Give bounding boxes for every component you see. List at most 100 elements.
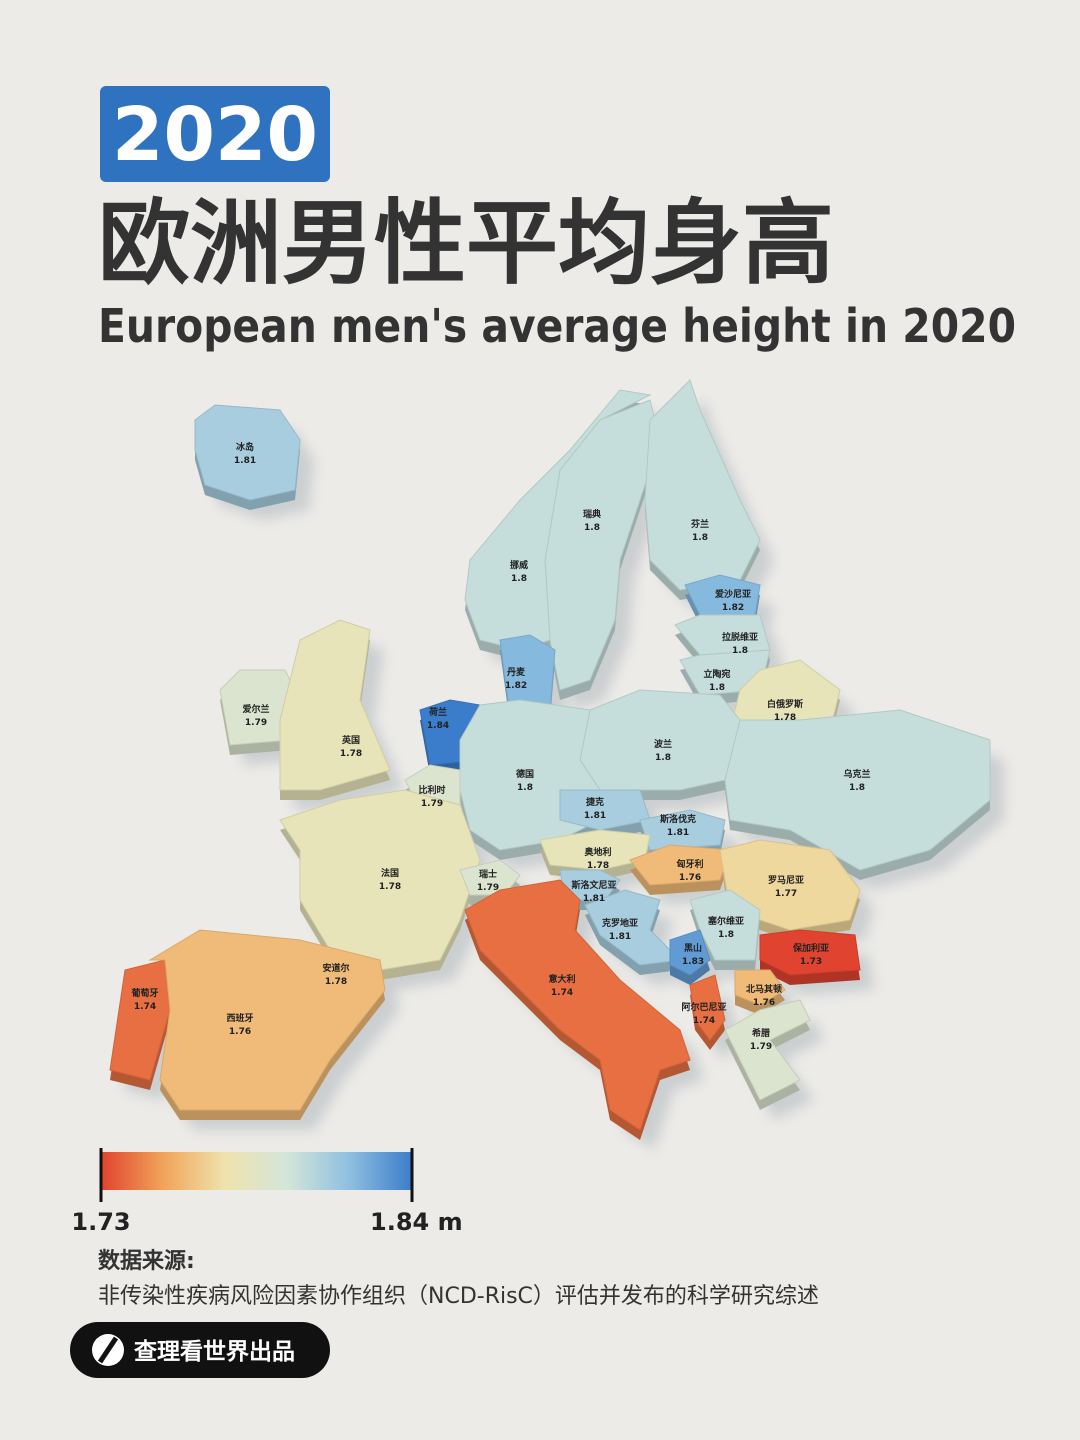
region-name: 黑山	[684, 942, 702, 954]
brand: 查理看世界出品	[134, 1339, 295, 1365]
region-value: 1.8	[718, 930, 734, 940]
region-value: 1.81	[583, 894, 605, 904]
region-name: 葡萄牙	[130, 987, 158, 999]
region	[689, 974, 726, 1041]
region	[279, 619, 391, 791]
year: 2020	[112, 92, 318, 178]
source-text: 非传染性疾病风险因素协作组织（NCD-RisC）评估并发布的科学研究综述	[98, 1284, 819, 1309]
region	[674, 614, 771, 656]
region-name: 德国	[516, 768, 534, 780]
region-name: 克罗地亚	[602, 917, 638, 929]
region-name: 希腊	[752, 1027, 770, 1039]
region-value: 1.81	[667, 828, 689, 838]
map: 冰岛 1.81 瑞典 1.8 芬兰 1.8 挪威 1.8 爱沙尼亚 1.82 拉脱维亚 1.8 立陶宛 1…	[109, 379, 1004, 1150]
legend-tick-label: 1.84 m	[370, 1208, 463, 1236]
region-name: 安道尔	[322, 962, 349, 974]
region-name: 斯洛文尼亚	[571, 879, 616, 891]
region	[734, 969, 786, 1006]
region-value: 1.74	[134, 1002, 156, 1012]
region	[279, 789, 481, 971]
region	[148, 929, 386, 1111]
region	[459, 859, 521, 896]
region-name: 比利时	[418, 784, 445, 796]
region-value: 1.76	[229, 1027, 251, 1037]
region-value: 1.8	[517, 783, 533, 793]
region-value: 1.81	[234, 456, 256, 466]
region-name: 瑞典	[583, 508, 601, 520]
region-value: 1.8	[511, 574, 527, 584]
region-value: 1.78	[325, 977, 347, 987]
region-value: 1.8	[655, 753, 671, 763]
region-value: 1.79	[750, 1042, 772, 1052]
region-name: 西班牙	[226, 1012, 253, 1024]
region-name: 爱沙尼亚	[715, 588, 751, 600]
region-value: 1.76	[679, 873, 701, 883]
region-name: 匈牙利	[675, 858, 703, 870]
region-name: 芬兰	[690, 518, 709, 530]
region-value: 1.81	[609, 932, 631, 942]
region-name: 白俄罗斯	[767, 698, 803, 710]
region-name: 斯洛伐克	[660, 813, 696, 825]
region	[724, 999, 811, 1101]
region	[464, 879, 691, 1131]
region	[669, 929, 711, 976]
region-value: 1.8	[692, 533, 708, 543]
title-zh: 欧洲男性平均身高	[98, 190, 834, 297]
region-name: 挪威	[510, 559, 528, 571]
region-value: 1.79	[477, 883, 499, 893]
region-name: 阿尔巴尼亚	[681, 1001, 726, 1013]
region-value: 1.76	[753, 998, 775, 1008]
region-name: 丹麦	[507, 666, 526, 678]
source-label: 数据来源:	[98, 1248, 195, 1274]
region-name: 北马其顿	[746, 983, 782, 995]
region-name: 波兰	[654, 738, 672, 750]
region-value: 1.78	[587, 861, 609, 871]
region-value: 1.78	[774, 713, 796, 723]
brand-pill	[70, 1322, 330, 1378]
region-name: 罗马尼亚	[768, 875, 804, 886]
region-name: 奥地利	[583, 846, 611, 858]
region	[584, 889, 682, 966]
region-name: 冰岛	[236, 441, 254, 453]
region-name: 拉脱维亚	[722, 631, 758, 643]
region-value: 1.79	[245, 718, 267, 728]
region-value: 1.78	[340, 749, 362, 759]
region-name: 捷克	[586, 796, 604, 808]
region	[684, 574, 761, 616]
region-name: 塞尔维亚	[708, 915, 744, 927]
legend-gradient	[101, 1152, 412, 1190]
brand-icon-slash	[97, 1336, 119, 1364]
region-value: 1.82	[505, 681, 527, 691]
region	[194, 404, 301, 501]
region-value: 1.74	[551, 988, 573, 998]
region-value: 1.8	[709, 683, 725, 693]
region-value: 1.79	[421, 799, 443, 809]
region-value: 1.8	[849, 783, 865, 793]
region-value: 1.82	[722, 603, 744, 613]
region-value: 1.77	[775, 889, 797, 899]
region-name: 意大利	[548, 973, 575, 985]
region-value: 1.83	[682, 957, 704, 967]
region-name: 荷兰	[428, 706, 447, 718]
legend: 1.73 1.84 m	[71, 1148, 463, 1236]
region-value: 1.8	[732, 646, 748, 656]
region	[464, 389, 652, 651]
region-value: 1.84	[427, 721, 449, 731]
region-name: 英国	[341, 734, 360, 746]
region-name: 保加利亚	[792, 942, 829, 954]
region-name: 爱尔兰	[242, 703, 269, 715]
legend-tick-label: 1.73	[71, 1208, 130, 1236]
region-value: 1.8	[584, 523, 600, 533]
region	[644, 379, 761, 591]
region-value: 1.81	[584, 811, 606, 821]
region-value: 1.73	[800, 957, 822, 967]
year-badge	[100, 86, 330, 182]
region	[759, 929, 861, 976]
title-en: European men's average height in 2020	[98, 299, 1016, 353]
region-value: 1.78	[379, 882, 401, 892]
region	[724, 709, 991, 871]
region-value: 1.74	[693, 1016, 715, 1026]
region-name: 瑞士	[479, 868, 497, 880]
